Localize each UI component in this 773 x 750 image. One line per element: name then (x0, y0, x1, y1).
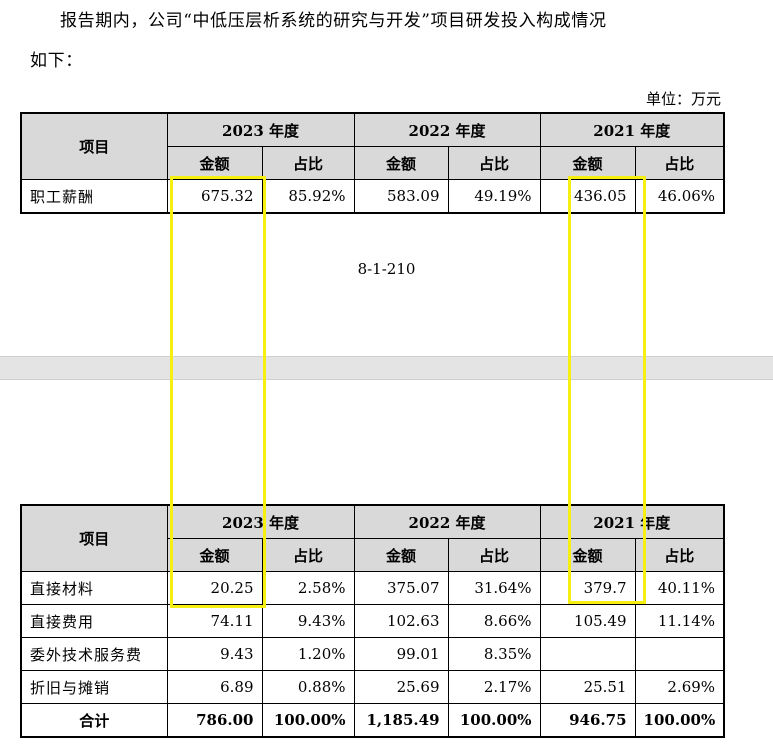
header-ratio: 占比 (447, 146, 541, 180)
cell-value: 8.66% (447, 604, 541, 638)
cell-value: 1.20% (261, 637, 355, 671)
row-label: 直接费用 (20, 604, 168, 638)
header-year-2021: 2021 年度 (539, 504, 725, 539)
header-year-2023: 2023 年度 (166, 112, 355, 147)
cell-value: 49.19% (447, 179, 541, 214)
cell-value: 11.14% (634, 604, 725, 638)
header-amount: 金额 (353, 146, 449, 180)
paragraph-line-1: 报告期内，公司“中低压层析系统的研究与开发”项目研发投入构成情况 (60, 11, 607, 31)
table-row: 委外技术服务费 9.43 1.20% 99.01 8.35% (20, 637, 725, 671)
cell-value: 583.09 (353, 179, 449, 214)
cell-value: 40.11% (634, 571, 725, 605)
cell-value: 102.63 (353, 604, 449, 638)
header-ratio: 占比 (447, 538, 541, 572)
header-amount: 金额 (166, 538, 263, 572)
cell-value: 85.92% (261, 179, 355, 214)
cell-value: 46.06% (634, 179, 725, 214)
table-row: 直接材料 20.25 2.58% 375.07 31.64% 379.7 40.… (20, 571, 725, 605)
cell-value: 436.05 (539, 179, 636, 214)
cell-value: 2.58% (261, 571, 355, 605)
cell-value: 375.07 (353, 571, 449, 605)
header-ratio: 占比 (634, 146, 725, 180)
table-row: 职工薪酬 675.32 85.92% 583.09 49.19% 436.05 … (20, 179, 725, 214)
rd-table-part2: 项目 2023 年度 2022 年度 2021 年度 金额 占比 金额 占比 金… (20, 504, 726, 738)
header-year-2021: 2021 年度 (539, 112, 725, 147)
cell-value: 20.25 (166, 571, 263, 605)
cell-value: 9.43 (166, 637, 263, 671)
page-bottom: 项目 2023 年度 2022 年度 2021 年度 金额 占比 金额 占比 金… (0, 380, 773, 750)
total-value: 1,185.49 (353, 703, 449, 738)
header-ratio: 占比 (634, 538, 725, 572)
cell-value: 675.32 (166, 179, 263, 214)
cell-value: 31.64% (447, 571, 541, 605)
header-amount: 金额 (353, 538, 449, 572)
table-row: 直接费用 74.11 9.43% 102.63 8.66% 105.49 11.… (20, 604, 725, 638)
cell-value: 8.35% (447, 637, 541, 671)
header-item: 项目 (20, 504, 168, 572)
unit-label: 单位：万元 (645, 90, 721, 108)
total-value: 946.75 (539, 703, 636, 738)
row-label: 职工薪酬 (20, 179, 168, 214)
cell-value: 74.11 (166, 604, 263, 638)
cell-value: 379.7 (539, 571, 636, 605)
header-ratio: 占比 (261, 146, 355, 180)
cell-value: 6.89 (166, 670, 263, 704)
page-top: 报告期内，公司“中低压层析系统的研究与开发”项目研发投入构成情况 如下： 单位：… (0, 0, 773, 356)
header-amount: 金额 (539, 538, 636, 572)
cell-value: 25.51 (539, 670, 636, 704)
header-amount: 金额 (166, 146, 263, 180)
row-label: 委外技术服务费 (20, 637, 168, 671)
total-label: 合计 (20, 703, 168, 738)
paragraph-line-2: 如下： (30, 51, 83, 71)
cell-value: 2.69% (634, 670, 725, 704)
page-separator (0, 356, 773, 380)
cell-value: 0.88% (261, 670, 355, 704)
total-value: 100.00% (634, 703, 725, 738)
header-year-2022: 2022 年度 (353, 112, 541, 147)
header-year-2023: 2023 年度 (166, 504, 355, 539)
header-item: 项目 (20, 112, 168, 180)
cell-value: 9.43% (261, 604, 355, 638)
table-row: 折旧与摊销 6.89 0.88% 25.69 2.17% 25.51 2.69% (20, 670, 725, 704)
header-ratio: 占比 (261, 538, 355, 572)
total-value: 100.00% (447, 703, 541, 738)
total-row: 合计 786.00 100.00% 1,185.49 100.00% 946.7… (20, 703, 725, 738)
cell-value: 99.01 (353, 637, 449, 671)
total-value: 786.00 (166, 703, 263, 738)
page-number: 8-1-210 (357, 260, 416, 278)
header-year-2022: 2022 年度 (353, 504, 541, 539)
row-label: 直接材料 (20, 571, 168, 605)
cell-value (634, 637, 725, 671)
cell-value: 2.17% (447, 670, 541, 704)
cell-value (539, 637, 636, 671)
total-value: 100.00% (261, 703, 355, 738)
cell-value: 105.49 (539, 604, 636, 638)
row-label: 折旧与摊销 (20, 670, 168, 704)
rd-table-part1: 项目 2023 年度 2022 年度 2021 年度 金额 占比 金额 占比 金… (20, 112, 726, 214)
header-amount: 金额 (539, 146, 636, 180)
cell-value: 25.69 (353, 670, 449, 704)
